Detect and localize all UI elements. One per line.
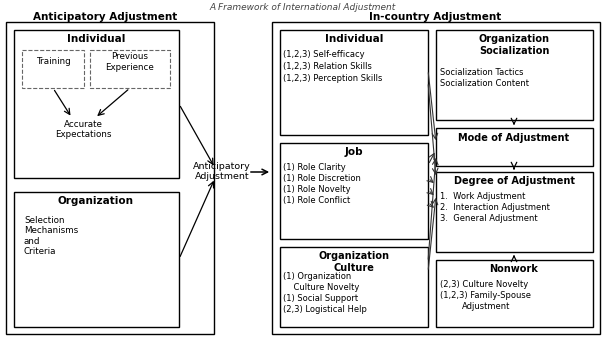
Text: (1,2,3) Family-Spouse: (1,2,3) Family-Spouse xyxy=(440,291,531,300)
Text: Organization
Socialization: Organization Socialization xyxy=(479,34,550,56)
Bar xyxy=(280,247,428,327)
Text: Adjustment: Adjustment xyxy=(462,302,510,311)
Text: Selection
Mechanisms
and
Criteria: Selection Mechanisms and Criteria xyxy=(24,216,78,256)
Bar xyxy=(22,50,84,88)
Bar xyxy=(436,128,593,166)
Bar xyxy=(14,30,179,178)
Text: Training: Training xyxy=(36,57,70,67)
Text: Individual: Individual xyxy=(67,34,125,44)
Text: Anticipatory Adjustment: Anticipatory Adjustment xyxy=(33,12,177,22)
Bar xyxy=(272,22,600,334)
Bar xyxy=(280,143,428,239)
Text: (2,3) Culture Novelty: (2,3) Culture Novelty xyxy=(440,280,528,289)
Bar xyxy=(90,50,170,88)
Text: (1) Social Support: (1) Social Support xyxy=(283,294,358,303)
Text: (1) Role Clarity: (1) Role Clarity xyxy=(283,163,346,172)
Text: A Framework of International Adjustment: A Framework of International Adjustment xyxy=(210,3,396,12)
Text: Culture Novelty: Culture Novelty xyxy=(283,283,359,292)
Text: Organization
Culture: Organization Culture xyxy=(319,251,390,273)
Text: 1.  Work Adjustment: 1. Work Adjustment xyxy=(440,192,525,201)
Bar xyxy=(280,30,428,135)
Text: 3.  General Adjustment: 3. General Adjustment xyxy=(440,214,538,223)
Text: (2,3) Logistical Help: (2,3) Logistical Help xyxy=(283,305,367,314)
Text: Individual: Individual xyxy=(325,34,383,44)
Text: Socialization Tactics: Socialization Tactics xyxy=(440,68,524,77)
Text: Organization: Organization xyxy=(58,196,134,206)
Bar xyxy=(6,22,214,334)
Text: (1) Role Conflict: (1) Role Conflict xyxy=(283,196,350,205)
Bar xyxy=(436,172,593,252)
Bar xyxy=(436,30,593,120)
Text: Socialization Content: Socialization Content xyxy=(440,79,529,88)
Text: Degree of Adjustment: Degree of Adjustment xyxy=(453,176,574,186)
Text: Job: Job xyxy=(345,147,364,157)
Text: In-country Adjustment: In-country Adjustment xyxy=(369,12,501,22)
Text: Accurate
Expectations: Accurate Expectations xyxy=(55,120,112,139)
Bar xyxy=(436,260,593,327)
Text: Anticipatory
Adjustment: Anticipatory Adjustment xyxy=(193,162,251,182)
Text: Previous
Experience: Previous Experience xyxy=(105,52,155,72)
Text: (1) Role Novelty: (1) Role Novelty xyxy=(283,185,351,194)
Text: (1,2,3) Self-efficacy: (1,2,3) Self-efficacy xyxy=(283,50,365,59)
Text: (1,2,3) Perception Skills: (1,2,3) Perception Skills xyxy=(283,74,382,83)
Text: (1) Role Discretion: (1) Role Discretion xyxy=(283,174,361,183)
Text: 2.  Interaction Adjustment: 2. Interaction Adjustment xyxy=(440,203,550,212)
Text: Mode of Adjustment: Mode of Adjustment xyxy=(458,133,570,143)
Text: (1) Organization: (1) Organization xyxy=(283,272,351,281)
Bar xyxy=(14,192,179,327)
Text: (1,2,3) Relation Skills: (1,2,3) Relation Skills xyxy=(283,62,372,71)
Text: Nonwork: Nonwork xyxy=(490,264,539,274)
